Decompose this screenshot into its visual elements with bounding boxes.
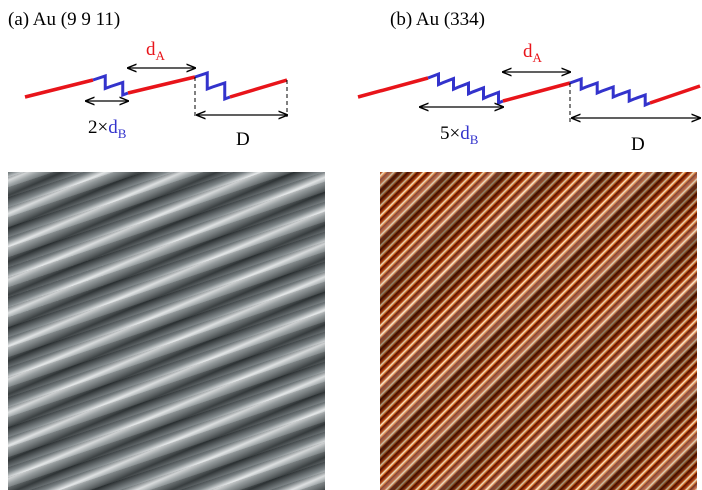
terrace-line (650, 86, 700, 103)
symbol: d (108, 117, 118, 138)
subscript: A (156, 48, 166, 63)
figure: (a) Au (9 9 11) dA 2×dB D (b) Au (334) d… (0, 0, 702, 490)
terrace-label: dA (146, 39, 166, 63)
stm-texture (8, 172, 325, 490)
terrace-label: dA (523, 41, 543, 65)
step-label: 2×dB (88, 117, 127, 141)
symbol: d (523, 41, 533, 62)
step-label: 5×dB (440, 123, 479, 147)
subscript: A (533, 50, 543, 65)
step-zigzag (428, 74, 503, 103)
terrace-line (503, 83, 570, 101)
step-zigzag (93, 76, 128, 95)
step-zigzag (570, 79, 650, 105)
terrace-line (128, 77, 195, 93)
subscript: B (470, 132, 479, 147)
period-label: D (631, 134, 645, 155)
panel-label: (b) Au (334) (390, 9, 485, 30)
prefix: 2× (88, 117, 108, 138)
prefix: 5× (440, 123, 460, 144)
subscript: B (118, 126, 127, 141)
step-zigzag (195, 73, 230, 99)
terrace-line (358, 78, 428, 97)
terrace-line (25, 80, 93, 97)
terrace-line (230, 80, 287, 97)
period-label: D (236, 129, 250, 150)
symbol: d (146, 39, 156, 60)
symbol: d (460, 123, 470, 144)
stm-texture (380, 172, 697, 490)
panel-label: (a) Au (9 9 11) (8, 9, 120, 30)
